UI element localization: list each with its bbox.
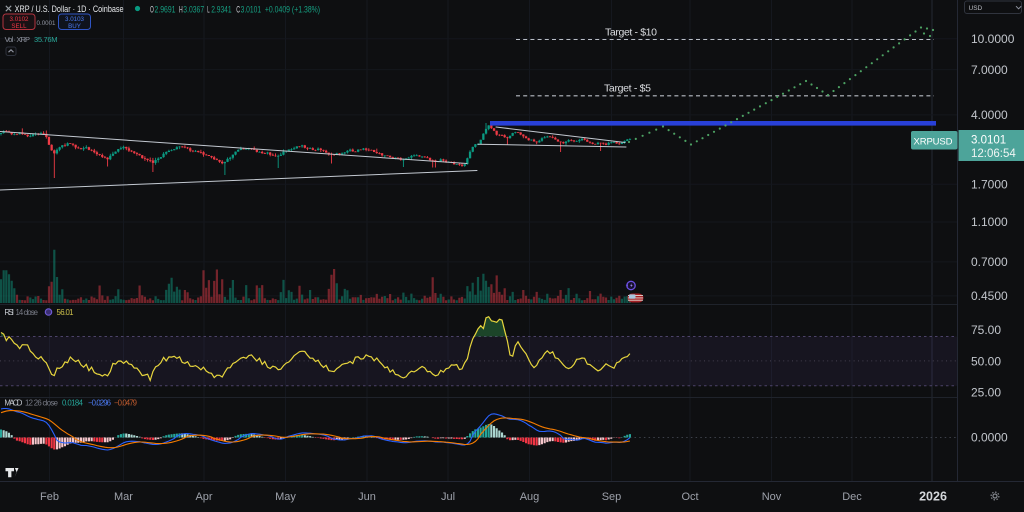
svg-text:Vol · XRP: Vol · XRP bbox=[5, 35, 30, 44]
svg-text:Jun: Jun bbox=[358, 491, 376, 503]
svg-text:2026: 2026 bbox=[919, 490, 947, 504]
svg-text:O: O bbox=[150, 4, 154, 14]
svg-text:2.9341: 2.9341 bbox=[211, 4, 231, 14]
svg-text:SELL: SELL bbox=[11, 23, 27, 30]
svg-text:50.00: 50.00 bbox=[971, 355, 1001, 369]
svg-text:35.76M: 35.76M bbox=[34, 35, 58, 44]
svg-text:56.01: 56.01 bbox=[57, 308, 74, 317]
svg-text:25.00: 25.00 bbox=[971, 386, 1001, 400]
svg-text:0.0184: 0.0184 bbox=[62, 398, 84, 407]
svg-text:12:06:54: 12:06:54 bbox=[971, 148, 1016, 160]
svg-text:−0.0479: −0.0479 bbox=[114, 398, 137, 407]
svg-text:0.0001: 0.0001 bbox=[37, 20, 56, 27]
svg-text:7.0000: 7.0000 bbox=[971, 63, 1008, 77]
svg-text:XRPUSD: XRPUSD bbox=[914, 137, 953, 148]
svg-text:Oct: Oct bbox=[681, 491, 698, 503]
svg-text:+0.0409 (+1.38%): +0.0409 (+1.38%) bbox=[265, 4, 320, 14]
svg-text:XRP / U.S. Dollar · 1D · Coinb: XRP / U.S. Dollar · 1D · Coinbase bbox=[15, 4, 124, 15]
svg-text:Mar: Mar bbox=[114, 491, 133, 503]
svg-text:3.0367: 3.0367 bbox=[183, 4, 204, 14]
svg-text:75.00: 75.00 bbox=[971, 323, 1001, 337]
svg-text:May: May bbox=[275, 491, 296, 503]
svg-text:14 close: 14 close bbox=[16, 308, 39, 317]
svg-text:−0.0296: −0.0296 bbox=[88, 398, 111, 407]
svg-text:1.7000: 1.7000 bbox=[971, 177, 1008, 191]
svg-text:Nov: Nov bbox=[762, 491, 782, 503]
svg-text:H: H bbox=[179, 4, 183, 14]
svg-text:MACD: MACD bbox=[4, 398, 22, 407]
svg-text:Aug: Aug bbox=[520, 491, 540, 503]
svg-text:12 26 close: 12 26 close bbox=[25, 398, 58, 407]
svg-text:L: L bbox=[207, 4, 209, 14]
svg-text:1.1000: 1.1000 bbox=[971, 215, 1008, 229]
svg-text:4.0000: 4.0000 bbox=[971, 108, 1008, 122]
svg-text:3.0101: 3.0101 bbox=[241, 4, 262, 14]
svg-text:Target - $10: Target - $10 bbox=[605, 27, 657, 39]
svg-text:0.7000: 0.7000 bbox=[971, 255, 1008, 269]
svg-text:Apr: Apr bbox=[195, 491, 212, 503]
svg-text:Dec: Dec bbox=[842, 491, 862, 503]
svg-text:0.0000: 0.0000 bbox=[971, 431, 1008, 445]
svg-text:0.4500: 0.4500 bbox=[971, 289, 1008, 303]
svg-text:Jul: Jul bbox=[441, 491, 455, 503]
svg-text:RSI: RSI bbox=[4, 308, 14, 317]
svg-text:BUY: BUY bbox=[68, 23, 81, 30]
svg-text:2.9691: 2.9691 bbox=[155, 4, 176, 14]
svg-text:Target - $5: Target - $5 bbox=[604, 83, 651, 95]
svg-text:10.0000: 10.0000 bbox=[971, 32, 1015, 46]
svg-text:3.0101: 3.0101 bbox=[971, 135, 1006, 147]
svg-text:Sep: Sep bbox=[602, 491, 622, 503]
svg-text:USD: USD bbox=[969, 5, 983, 12]
svg-text:Feb: Feb bbox=[40, 491, 59, 503]
